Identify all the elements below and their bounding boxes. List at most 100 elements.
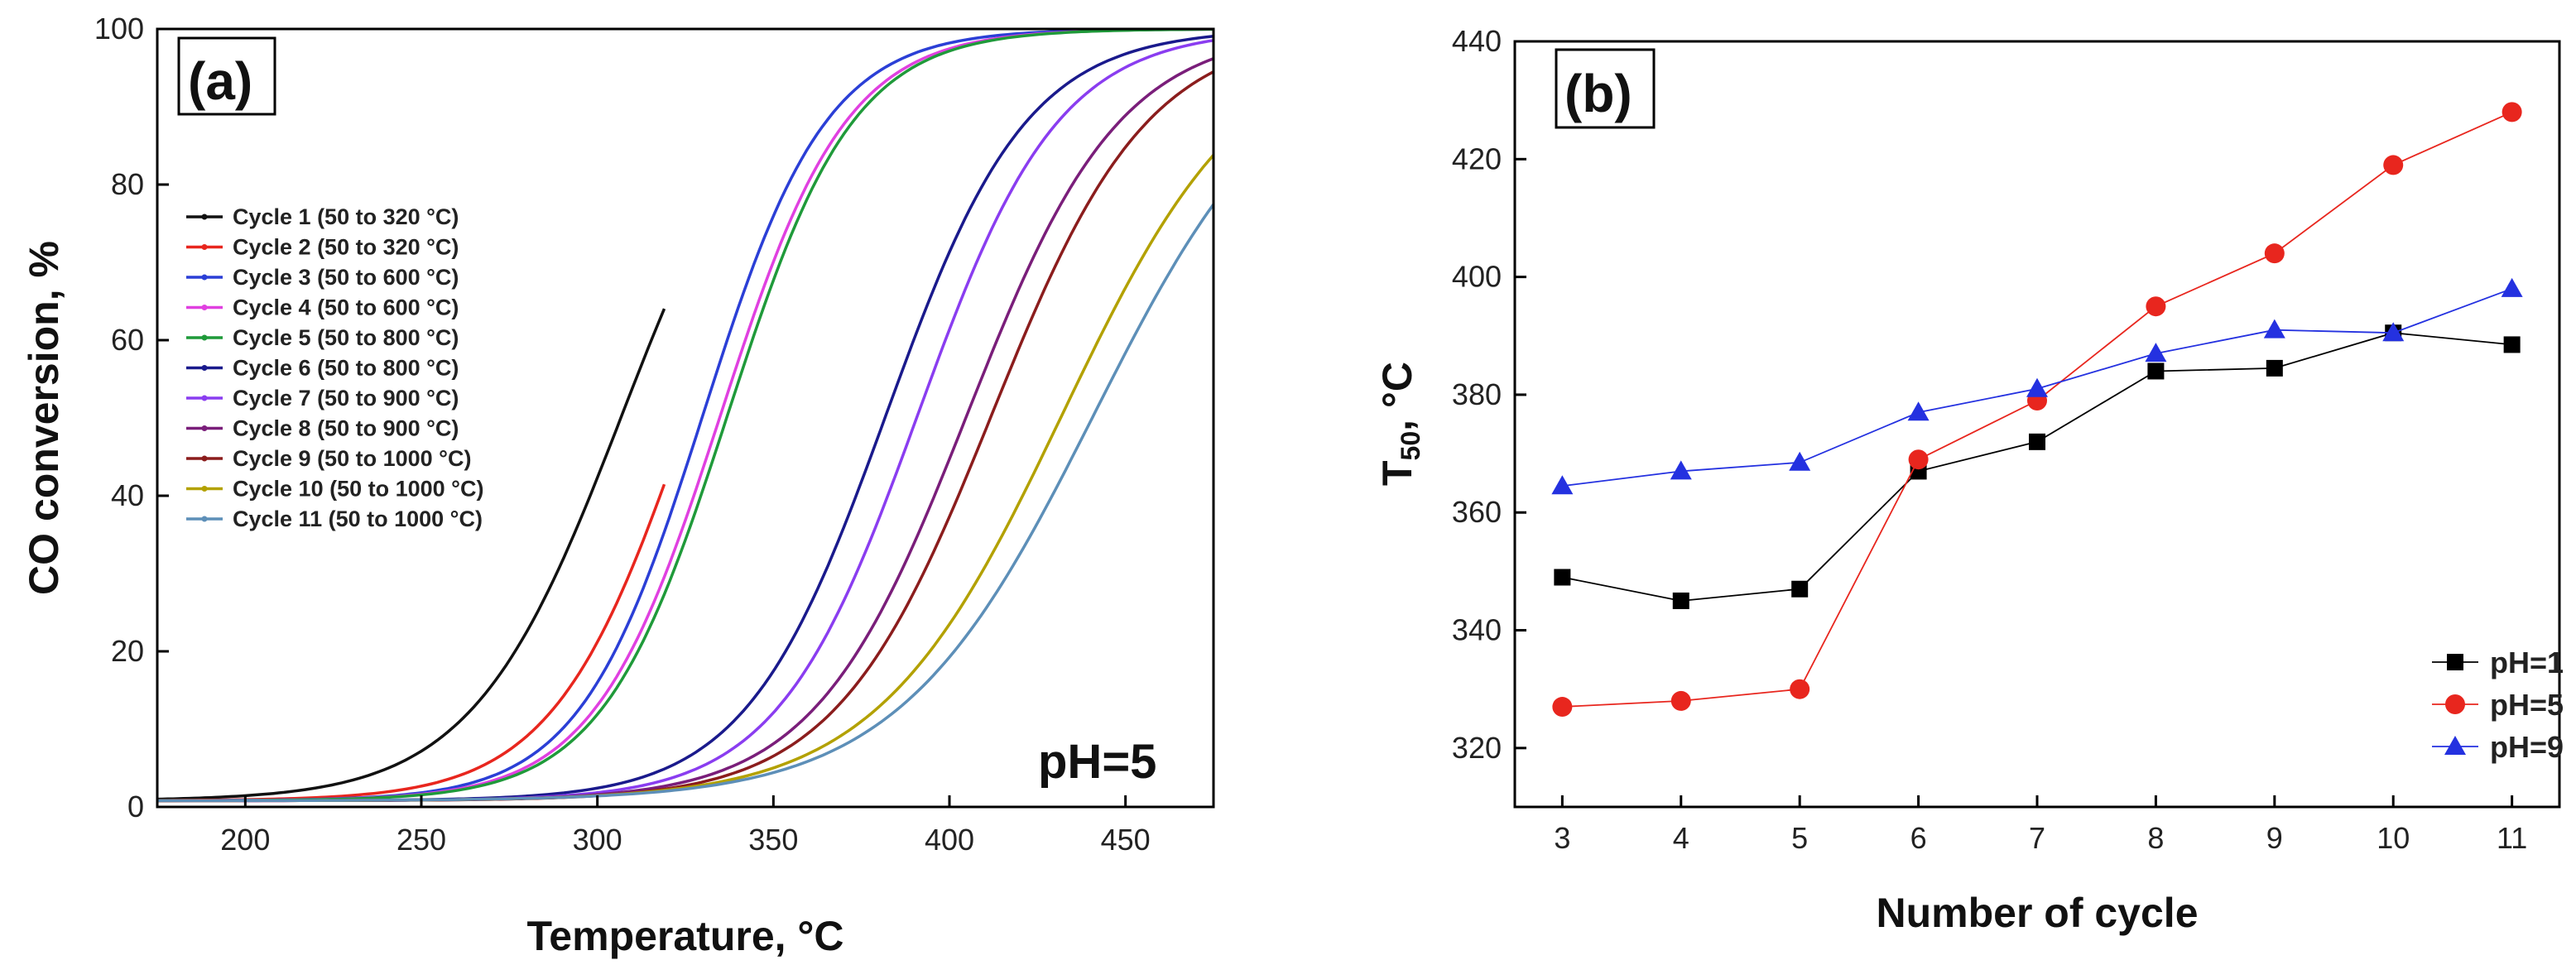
x-tick-label: 400 <box>925 823 974 857</box>
x-tick-label: 8 <box>2147 821 2164 855</box>
legend-label-ph1: pH=1 <box>2490 646 2564 679</box>
series-line-cycle-11 <box>157 203 1215 803</box>
panel-a-ph-annotation: pH=5 <box>1038 735 1156 789</box>
y-tick-label: 40 <box>111 478 144 512</box>
data-point-ph5-cycle-3 <box>1552 697 1573 718</box>
data-point-ph5-cycle-9 <box>2264 243 2285 264</box>
panel-b-series-group <box>1551 102 2523 718</box>
data-point-ph5-cycle-4 <box>1670 690 1691 711</box>
panel-b: 3 4 5 6 7 8 9 10 11 320 340 360 380 400 420 440 (b) pH=… <box>1374 24 2564 936</box>
panel-b-y-axis-title-main: T <box>1374 460 1420 486</box>
legend-label-cycle-9: Cycle 9 (50 to 1000 °C) <box>233 446 471 471</box>
panel-a-label-box <box>177 36 276 116</box>
legend-marker-cycle-6 <box>201 365 208 371</box>
data-point-ph1-cycle-9 <box>2266 359 2283 377</box>
panel-a-label: (a) <box>188 51 252 111</box>
x-tick-label: 350 <box>748 823 798 857</box>
legend-marker-cycle-7 <box>201 395 208 401</box>
legend-marker-cycle-4 <box>201 305 208 310</box>
panel-b-y-axis-title-unit: , °C <box>1374 362 1420 431</box>
legend-label-cycle-4: Cycle 4 (50 to 600 °C) <box>233 295 459 320</box>
panel-a-legend: Cycle 1 (50 to 320 °C) Cycle 2 (50 to 320… <box>186 204 483 531</box>
data-point-ph1-cycle-3 <box>1554 569 1571 586</box>
legend-label-cycle-8: Cycle 8 (50 to 900 °C) <box>233 416 459 441</box>
x-tick-label: 11 <box>2497 821 2527 855</box>
legend-label-cycle-5: Cycle 5 (50 to 800 °C) <box>233 325 459 350</box>
data-point-ph9-cycle-6 <box>1907 401 1930 421</box>
series-line-cycle-4 <box>156 27 1214 803</box>
series-line-ph1 <box>1562 332 2512 602</box>
x-tick-label: 5 <box>1791 821 1808 855</box>
data-point-ph9-cycle-9 <box>2263 319 2285 338</box>
legend-label-cycle-6: Cycle 6 (50 to 800 °C) <box>233 356 459 381</box>
panel-b-x-axis-title: Number of cycle <box>1876 890 2198 936</box>
data-point-ph9-cycle-3 <box>1551 475 1574 495</box>
series-line-cycle-2 <box>157 483 666 802</box>
data-point-ph1-cycle-5 <box>1791 580 1809 598</box>
legend-marker-cycle-9 <box>201 455 208 462</box>
data-point-ph1-cycle-11 <box>2503 336 2521 353</box>
data-point-ph5-cycle-5 <box>1790 679 1810 699</box>
y-tick-label: 440 <box>1452 24 1502 58</box>
legend-marker-cycle-3 <box>201 274 208 281</box>
legend-label-ph5: pH=5 <box>2490 688 2564 722</box>
data-point-ph1-cycle-4 <box>1672 592 1689 609</box>
data-point-ph5-cycle-11 <box>2502 102 2522 122</box>
legend-marker-ph1 <box>2447 654 2463 670</box>
legend-label-cycle-1: Cycle 1 (50 to 320 °C) <box>233 204 459 229</box>
series-line-cycle-5 <box>157 27 1214 803</box>
y-tick-label: 340 <box>1452 613 1502 647</box>
legend-marker-cycle-5 <box>201 334 208 341</box>
panel-b-label: (b) <box>1564 64 1632 123</box>
data-point-ph5-cycle-8 <box>2146 296 2166 317</box>
x-tick-label: 9 <box>2266 821 2283 855</box>
y-tick-label: 420 <box>1452 142 1502 175</box>
data-point-ph9-cycle-10 <box>2382 322 2405 342</box>
x-tick-label: 450 <box>1101 823 1151 857</box>
x-tick-label: 7 <box>2029 821 2045 855</box>
panel-b-legend: pH=1 pH=5 pH=9 <box>2432 646 2564 764</box>
x-tick-label: 250 <box>396 823 446 857</box>
legend-label-cycle-2: Cycle 2 (50 to 320 °C) <box>233 235 459 260</box>
data-point-ph9-cycle-11 <box>2501 277 2523 297</box>
y-tick-label: 360 <box>1452 495 1502 529</box>
panel-b-axes: 3 4 5 6 7 8 9 10 11 320 340 360 380 400 420 440 <box>1452 24 2527 855</box>
x-tick-label: 3 <box>1554 821 1570 855</box>
legend-label-ph9: pH=9 <box>2490 730 2564 764</box>
panel-b-plot-frame <box>1513 40 2561 809</box>
legend-marker-cycle-1 <box>201 214 208 220</box>
legend-label-cycle-3: Cycle 3 (50 to 600 °C) <box>233 265 459 290</box>
data-point-ph1-cycle-8 <box>2147 362 2165 380</box>
panel-b-y-axis-title-sub: 50 <box>1396 431 1425 461</box>
data-point-ph1-cycle-7 <box>2029 433 2045 450</box>
series-line-cycle-1 <box>156 308 666 801</box>
data-point-ph9-cycle-5 <box>1789 451 1811 471</box>
panel-b-y-axis-title: T50, °C <box>1374 362 1425 486</box>
panel-a-plot-frame <box>156 27 1215 809</box>
y-tick-label: 100 <box>94 12 144 46</box>
legend-label-cycle-11: Cycle 11 (50 to 1000 °C) <box>233 507 483 531</box>
legend-label-cycle-10: Cycle 10 (50 to 1000 °C) <box>233 477 483 502</box>
legend-label-cycle-7: Cycle 7 (50 to 900 °C) <box>233 386 459 410</box>
data-point-ph5-cycle-6 <box>1908 449 1929 470</box>
y-tick-label: 0 <box>127 790 144 823</box>
panel-a-y-axis-title: CO conversion, % <box>21 241 67 595</box>
legend-marker-ph9 <box>2444 736 2466 755</box>
panel-a-series-group <box>156 27 1215 803</box>
y-tick-label: 20 <box>111 634 144 668</box>
legend-marker-cycle-2 <box>201 244 208 250</box>
data-point-ph9-cycle-4 <box>1670 460 1692 480</box>
panel-a-axes: 200 250 300 350 400 450 0 20 40 60 80 100 <box>94 12 1151 857</box>
data-point-ph9-cycle-7 <box>2026 377 2048 397</box>
legend-marker-cycle-8 <box>201 425 208 431</box>
series-line-cycle-3 <box>157 27 1214 803</box>
y-tick-label: 400 <box>1452 260 1502 294</box>
x-tick-label: 200 <box>220 823 270 857</box>
legend-marker-ph5 <box>2445 694 2465 714</box>
panel-b-label-box <box>1555 48 1656 129</box>
x-tick-label: 10 <box>2377 821 2410 855</box>
x-tick-label: 4 <box>1673 821 1689 855</box>
x-tick-label: 300 <box>573 823 622 857</box>
